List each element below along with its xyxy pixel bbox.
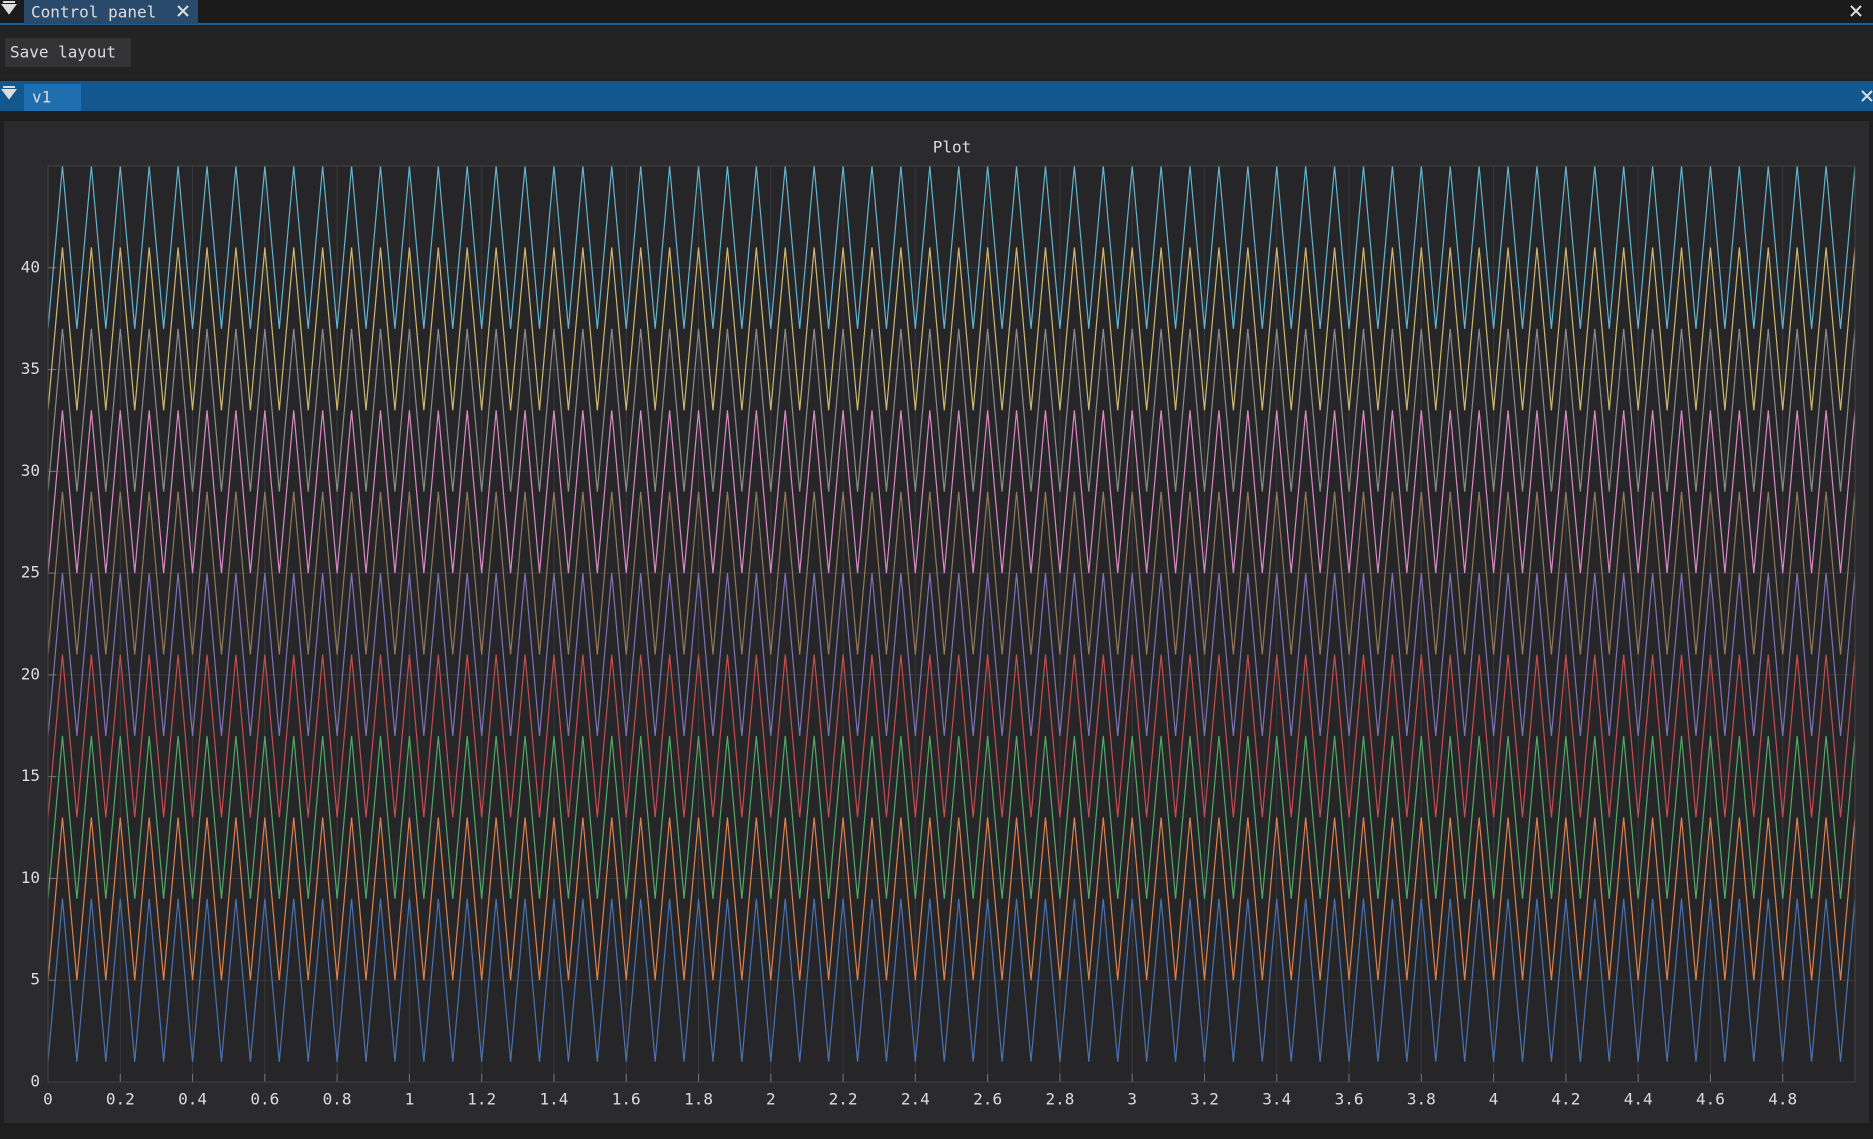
series-line (47, 491, 1856, 655)
series-line (47, 654, 1856, 818)
x-tick-label: 4 (1489, 1090, 1499, 1109)
tab-menu-icon[interactable] (1, 1, 17, 15)
x-tick-label: 3.6 (1335, 1090, 1364, 1109)
x-tick-label: 1.4 (540, 1090, 569, 1109)
x-tick-label: 2.8 (1045, 1090, 1074, 1109)
x-tick-label: 4.4 (1624, 1090, 1653, 1109)
tab-bar (0, 0, 1873, 24)
series-line (47, 898, 1856, 1062)
x-tick-label: 1.2 (467, 1090, 496, 1109)
y-tick-label: 20 (21, 664, 40, 683)
y-tick-label: 35 (21, 359, 40, 378)
plot-frame (47, 165, 1856, 1083)
control-panel (0, 26, 1873, 79)
x-tick-label: 2.4 (901, 1090, 930, 1109)
x-tick-label: 0.6 (250, 1090, 279, 1109)
series-line (47, 328, 1856, 492)
control-tab[interactable] (24, 0, 198, 24)
x-tick-label: 1 (405, 1090, 415, 1109)
series-line (47, 735, 1856, 899)
x-tick-label: 1.8 (684, 1090, 713, 1109)
view-tab-bar (0, 81, 1873, 111)
y-tick-label: 30 (21, 461, 40, 480)
x-tick-label: 0.2 (106, 1090, 135, 1109)
y-tick-label: 25 (21, 563, 40, 582)
y-tick-label: 0 (30, 1072, 40, 1091)
x-tick-label: 3.8 (1407, 1090, 1436, 1109)
save-layout-button[interactable] (5, 38, 131, 67)
x-tick-label: 2 (766, 1090, 776, 1109)
series-line (47, 410, 1856, 574)
x-tick-label: 1.6 (612, 1090, 641, 1109)
view-close-icon[interactable] (1861, 90, 1873, 102)
view-tab[interactable] (24, 84, 81, 111)
x-tick-label: 2.6 (973, 1090, 1002, 1109)
view-menu-icon[interactable] (1, 86, 17, 100)
chart-title: Plot (933, 138, 972, 157)
y-tick-label: 10 (21, 868, 40, 887)
x-tick-label: 4.6 (1696, 1090, 1725, 1109)
save-layout-label: Save layout (10, 43, 116, 62)
y-tick-label: 5 (30, 970, 40, 989)
x-tick-label: 3.2 (1190, 1090, 1219, 1109)
x-tick-label: 2.2 (829, 1090, 858, 1109)
series-line (47, 165, 1856, 329)
x-tick-label: 4.8 (1768, 1090, 1797, 1109)
control-tab-label: Control panel (31, 3, 156, 22)
series-line (47, 817, 1856, 981)
series-line (47, 573, 1856, 737)
x-tick-label: 3.4 (1262, 1090, 1291, 1109)
y-tick-label: 15 (21, 766, 40, 785)
x-tick-label: 3 (1127, 1090, 1137, 1109)
x-tick-label: 0.8 (323, 1090, 352, 1109)
tab-close-icon[interactable] (177, 5, 189, 17)
series-line (47, 247, 1856, 411)
y-tick-label: 40 (21, 257, 40, 276)
x-tick-label: 0 (43, 1090, 53, 1109)
view-tab-label: v1 (32, 88, 51, 107)
x-tick-label: 4.2 (1551, 1090, 1580, 1109)
x-tick-label: 0.4 (178, 1090, 207, 1109)
window-close-icon[interactable] (1850, 5, 1862, 17)
